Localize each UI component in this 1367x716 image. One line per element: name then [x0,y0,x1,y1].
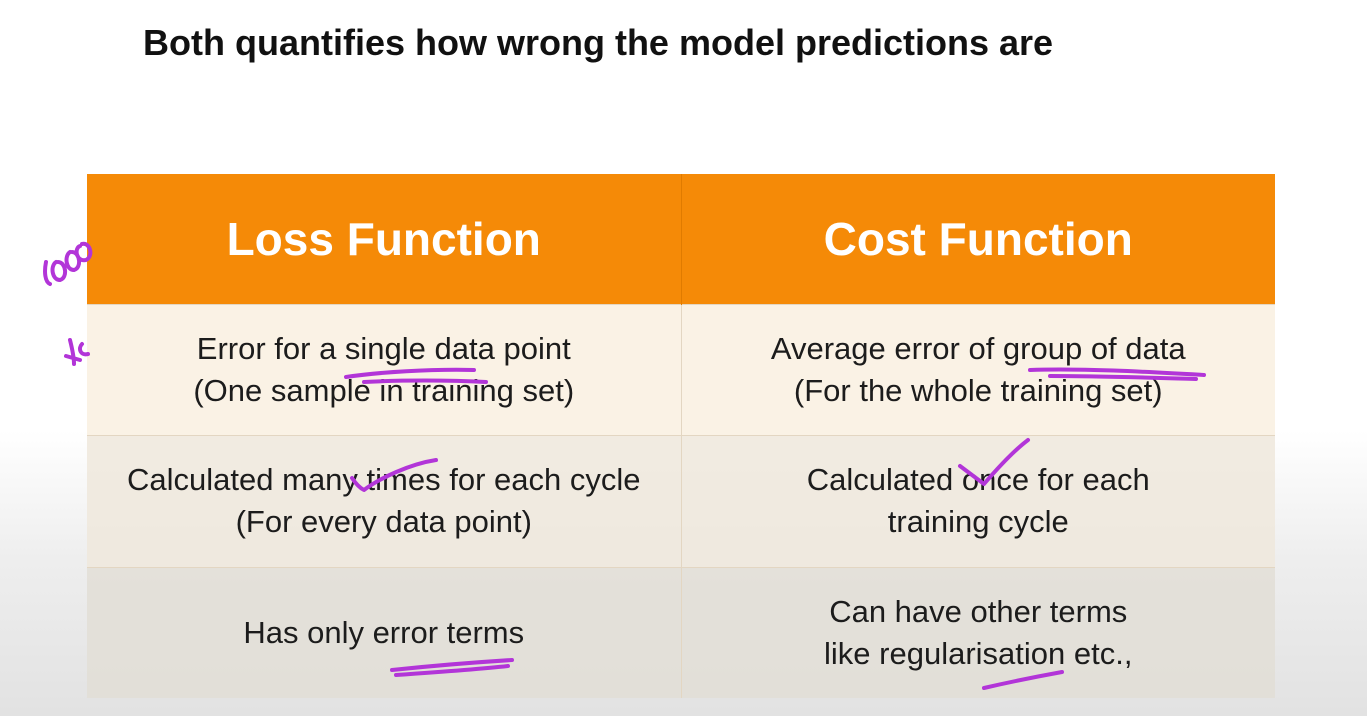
cost-cell-terms: Can have other terms like regularisation… [681,566,1275,698]
header-cost-function: Cost Function [681,174,1275,305]
cell-line: Has only error terms [243,614,525,650]
comparison-table: Loss Function Cost Function Error for a … [87,174,1275,698]
cell-line: (For the whole training set) [793,373,1163,409]
loss-cell-terms: Has only error terms [87,566,682,698]
cell-line: (One sample in training set) [193,373,575,409]
cell-line: Calculated many times for each cycle [127,462,641,498]
cell-line: training cycle [887,504,1069,540]
cell-line: Can have other terms [829,593,1128,629]
loss-cell-frequency: Calculated many times for each cycle (Fo… [87,435,682,568]
header-loss-function: Loss Function [87,174,682,305]
cost-cell-frequency: Calculated once for each training cycle [681,435,1275,568]
table-row: Calculated many times for each cycle (Fo… [87,435,1275,568]
cost-cell-definition: Average error of group of data (For the … [681,303,1275,436]
cell-line: (For every data point) [235,504,532,540]
table-row: Error for a single data point (One sampl… [87,303,1275,436]
cell-line: Error for a single data point [196,331,571,367]
cell-line: Average error of group of data [770,331,1186,367]
handwritten-margin-note [43,241,93,366]
cell-line: like regularisation etc., [824,635,1133,671]
table-header-row: Loss Function Cost Function [87,174,1275,305]
table-row: Has only error terms Can have other term… [87,566,1275,698]
loss-cell-definition: Error for a single data point (One sampl… [87,303,682,436]
cell-line: Calculated once for each [806,462,1150,498]
slide-title: Both quantifies how wrong the model pred… [143,22,1054,63]
